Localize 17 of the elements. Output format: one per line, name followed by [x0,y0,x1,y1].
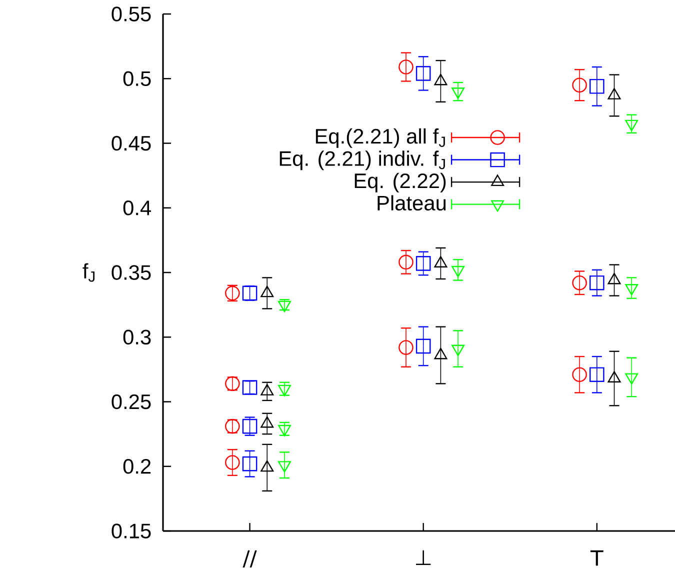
legend-label: Eq.(2.21) all f$_{J}$ [316,128,445,148]
y-tick-label: 0.45 [112,136,151,151]
y-tick-label: 0.5 [123,71,151,86]
y-tick-label: 0.15 [112,524,151,538]
x-tick-label: // [242,550,257,568]
y-tick-label: 0.25 [112,394,151,410]
y-tick-label: 0.4 [123,200,151,216]
y-tick-label: 0.55 [112,6,151,22]
y-tick-label: 0.35 [112,265,151,280]
x-tick-label: ⊥ [416,550,431,566]
y-tick-label: 0.2 [123,458,151,474]
y-tick-label: 0.3 [123,330,151,345]
x-tick-label: T [590,550,604,566]
legend-label: Eq. (2.22) [354,172,446,192]
legend-label: Eq. (2.21) indiv. f$_{J}$ [280,150,445,170]
y-axis-title: f$_{J}$ [82,263,94,282]
legend-label: Plateau [378,195,446,211]
